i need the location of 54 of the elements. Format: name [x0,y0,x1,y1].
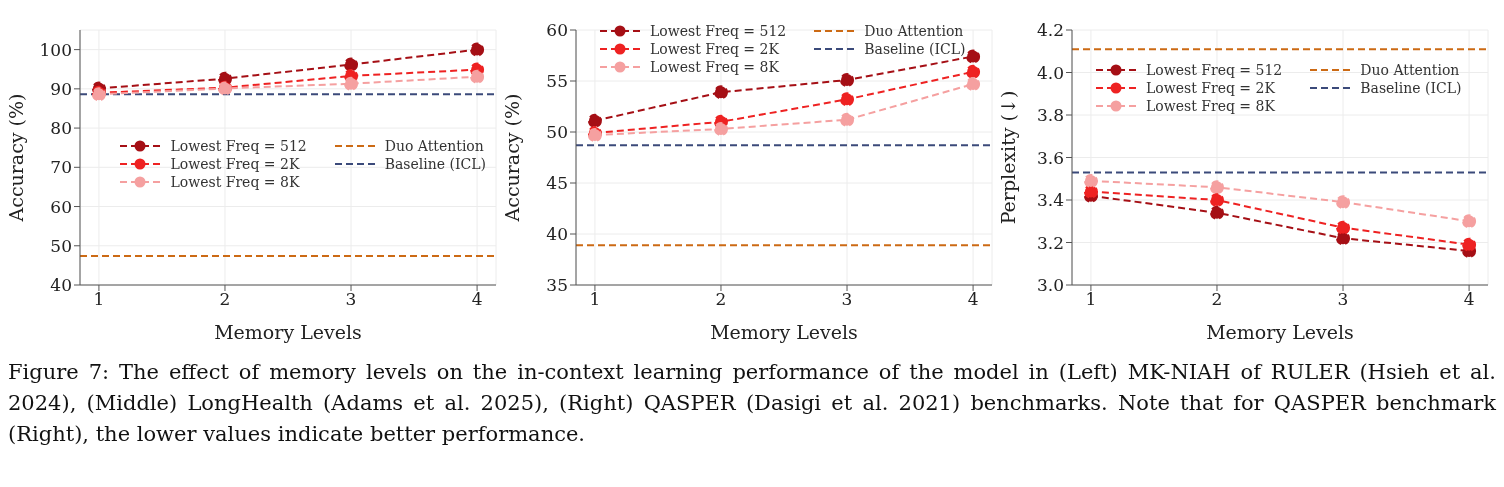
y-tick-label: 60 [546,20,568,41]
legend-label: Baseline (ICL) [1360,80,1462,97]
y-tick-label: 55 [546,71,568,92]
x-tick-label: 2 [715,289,727,310]
legend-label: Duo Attention [864,23,964,39]
y-tick-label: 60 [50,196,72,217]
x-tick-label: 1 [589,289,601,310]
y-tick-label: 70 [50,157,72,178]
y-tick-label: 3.2 [1036,232,1064,253]
legend-label: Lowest Freq = 8K [650,59,779,75]
y-tick-label: 50 [50,235,72,256]
x-axis-title: Memory Levels [710,321,858,343]
y-tick-label: 50 [546,122,568,143]
y-tick-label: 3.8 [1036,105,1064,126]
legend-label: Lowest Freq = 512 [1146,62,1283,79]
y-tick-label: 3.6 [1036,147,1064,168]
y-axis-title: Accuracy (%) [4,93,27,223]
y-tick-label: 80 [50,118,72,139]
legend-label: Lowest Freq = 8K [1146,98,1275,115]
x-tick-label: 3 [841,289,853,310]
legend-label: Duo Attention [384,138,484,155]
legend-label: Lowest Freq = 2K [170,156,300,173]
legend-label: Lowest Freq = 8K [170,174,300,191]
x-tick-label: 2 [1211,289,1223,310]
y-tick-label: 3.4 [1036,190,1064,211]
x-axis-title: Memory Levels [1206,321,1354,343]
y-tick-label: 40 [546,224,568,245]
x-tick-label: 4 [967,289,979,310]
legend-label: Lowest Freq = 2K [650,41,779,57]
y-tick-label: 45 [546,173,568,194]
x-tick-label: 3 [1337,289,1349,310]
y-tick-label: 100 [39,39,72,60]
x-axis-title: Memory Levels [214,321,362,343]
legend-label: Lowest Freq = 2K [1146,80,1275,97]
caption: Figure 7: The effect of memory levels on the in-context learning performance of the model in (Left) MK-NIAH of RULER (Hsieh et al. 2024), (Middle) LongHealth (Adams et al. 2025), (Right) QASPER (Dasigi et al. 2021) benchmarks. Note that for QASPER benchmark (Right), the lower values indicate better performance. [8,359,1496,448]
y-axis-title: Accuracy (%) [500,93,523,223]
legend-label: Lowest Freq = 512 [170,138,307,155]
y-tick-label: 3.0 [1036,275,1064,296]
legend-label: Duo Attention [1360,62,1460,79]
y-tick-label: 4.2 [1036,20,1064,41]
legend-label: Baseline (ICL) [384,156,486,173]
x-tick-label: 4 [1463,289,1475,310]
x-tick-label: 1 [1085,289,1097,310]
x-tick-label: 2 [219,289,231,310]
y-tick-label: 35 [546,275,568,296]
x-tick-label: 1 [93,289,105,310]
x-tick-label: 3 [345,289,357,310]
legend-label: Lowest Freq = 512 [650,23,787,39]
x-tick-label: 4 [471,289,483,310]
legend-label: Baseline (ICL) [864,41,966,57]
y-axis-title: Perplexity (↓) [996,90,1019,225]
y-tick-label: 40 [50,275,72,296]
y-tick-label: 4.0 [1036,62,1064,83]
y-tick-label: 90 [50,78,72,99]
